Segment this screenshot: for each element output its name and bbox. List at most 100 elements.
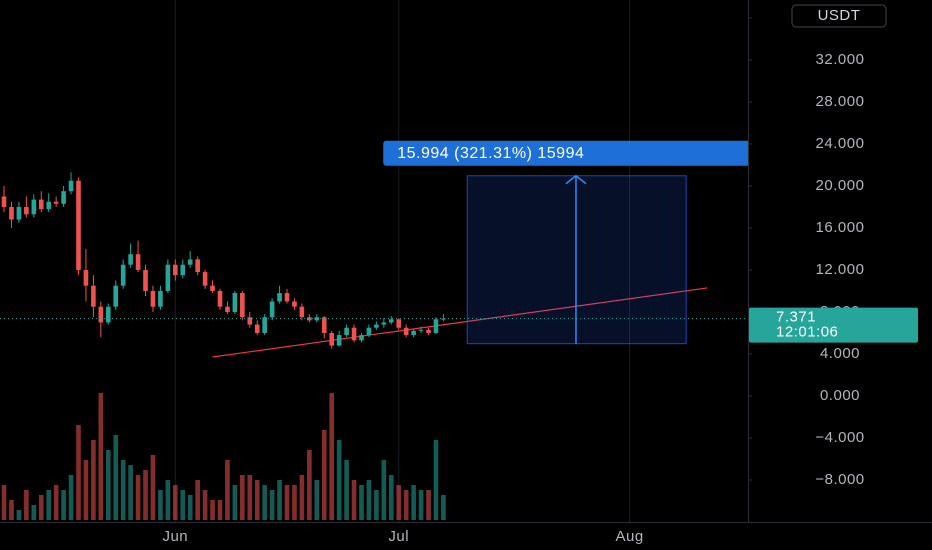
volume-bar [46, 490, 52, 520]
candle-body [120, 264, 126, 286]
y-tick-label: −8.000 [815, 471, 864, 488]
candle-body [150, 290, 156, 307]
volume-bar [269, 490, 275, 520]
candle-body [396, 319, 402, 328]
candle-body [68, 180, 74, 192]
volume-bar [247, 475, 253, 520]
volume-bar [426, 490, 431, 520]
y-tick-label: 4.000 [820, 345, 860, 362]
candle-body [38, 199, 44, 210]
volume-bar [120, 460, 126, 520]
volume-bar [91, 440, 96, 520]
candle-body [210, 285, 215, 291]
volume-bar [232, 485, 238, 520]
candle-body [284, 293, 290, 302]
volume-bar [351, 480, 357, 520]
candle-body [1, 196, 7, 207]
volume-bar [53, 485, 59, 520]
volume-bar [210, 500, 215, 520]
candle-body [240, 293, 245, 318]
candle-body [299, 306, 305, 318]
candle-body [135, 254, 141, 270]
candle-body [433, 319, 439, 333]
volume-bar [1, 485, 7, 520]
candle-body [53, 201, 59, 204]
volume-bar [329, 393, 335, 520]
volume-bar [150, 455, 156, 520]
volume-bar [31, 505, 37, 520]
candle-body [128, 254, 133, 265]
volume-bar [172, 485, 178, 520]
currency-label: USDT [818, 7, 861, 24]
volume-bar [359, 485, 364, 520]
candle-body [441, 318, 446, 320]
volume-bar [128, 465, 133, 520]
trendline [212, 287, 708, 358]
candle-body [225, 306, 230, 312]
candle-body [247, 317, 253, 325]
volume-bar [277, 480, 282, 520]
candle-body [232, 293, 238, 312]
volume-bar [225, 460, 230, 520]
candle-body [321, 317, 327, 333]
y-tick-label: 20.000 [816, 177, 865, 194]
volume-bar [187, 495, 193, 520]
volume-bar [98, 393, 104, 520]
volume-bar [9, 500, 14, 520]
candle-body [202, 272, 208, 286]
candle-body [366, 327, 372, 336]
volume-bar [113, 435, 119, 520]
volume-bar [38, 495, 44, 520]
candle-body [388, 319, 394, 323]
candle-body [98, 306, 104, 323]
volume-bar [24, 490, 29, 520]
volume-bar [61, 490, 66, 520]
candle-body [411, 330, 416, 336]
volume-bar [262, 485, 267, 520]
candle-body [187, 259, 193, 265]
volume-bar [284, 485, 290, 520]
plot-area: 15.994 (321.31%) 15994 [0, 0, 748, 522]
volume-bar [292, 485, 297, 520]
candle-body [105, 306, 111, 323]
volume-bar [314, 480, 320, 520]
volume-bar [16, 510, 22, 520]
x-tick-label: Aug [615, 528, 643, 545]
candle-body [91, 285, 96, 307]
volume-bar [217, 500, 223, 520]
volume-bar [165, 480, 171, 520]
volume-bar [299, 475, 305, 520]
candle-body [76, 180, 81, 270]
candle-body [426, 329, 431, 333]
y-tick-label: 28.000 [816, 93, 865, 110]
x-tick-label: Jun [162, 528, 188, 545]
candle-body [269, 301, 275, 318]
last-price-label: 7.371 [776, 309, 816, 326]
volume-bar [381, 460, 387, 520]
volume-bar [336, 440, 342, 520]
volume-bar [254, 480, 260, 520]
candle-body [359, 335, 364, 341]
last-price-badge [749, 307, 918, 343]
y-tick-label: 12.000 [816, 261, 865, 278]
y-tick-label: −4.000 [815, 429, 864, 446]
volume-bar [418, 490, 424, 520]
candle-body [277, 293, 282, 302]
volume-bar [403, 490, 409, 520]
candle-body [46, 201, 52, 210]
candle-body [262, 317, 267, 333]
volume-bar [158, 490, 163, 520]
volume-bar [135, 475, 141, 520]
candle-body [9, 206, 14, 220]
volume-bar [411, 485, 416, 520]
candle-body [254, 324, 260, 333]
candle-body [172, 264, 178, 276]
volume-bar [374, 490, 379, 520]
candle-body [195, 259, 200, 273]
candle-body [83, 269, 89, 286]
candle-body [143, 269, 148, 291]
candle-body [351, 327, 357, 341]
candle-body [24, 206, 29, 215]
volume-bar [396, 485, 402, 520]
